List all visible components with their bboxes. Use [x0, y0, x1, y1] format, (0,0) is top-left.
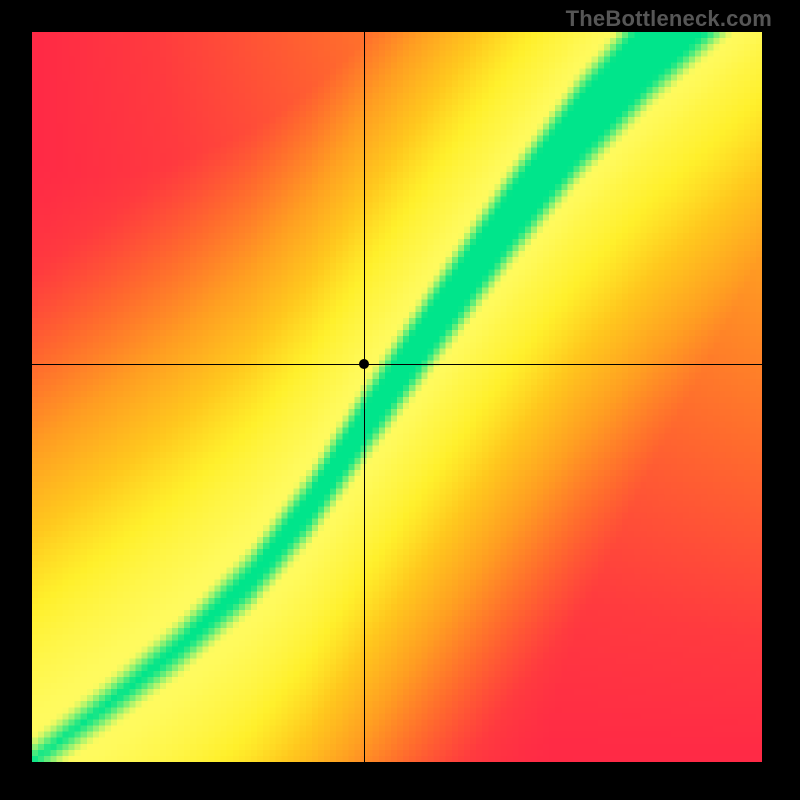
crosshair-horizontal [32, 364, 762, 365]
frame-bottom [0, 762, 800, 800]
frame-left [0, 0, 32, 800]
crosshair-vertical [364, 32, 365, 762]
frame-right [762, 0, 800, 800]
bottleneck-heatmap [32, 32, 762, 762]
source-watermark: TheBottleneck.com [566, 6, 772, 32]
